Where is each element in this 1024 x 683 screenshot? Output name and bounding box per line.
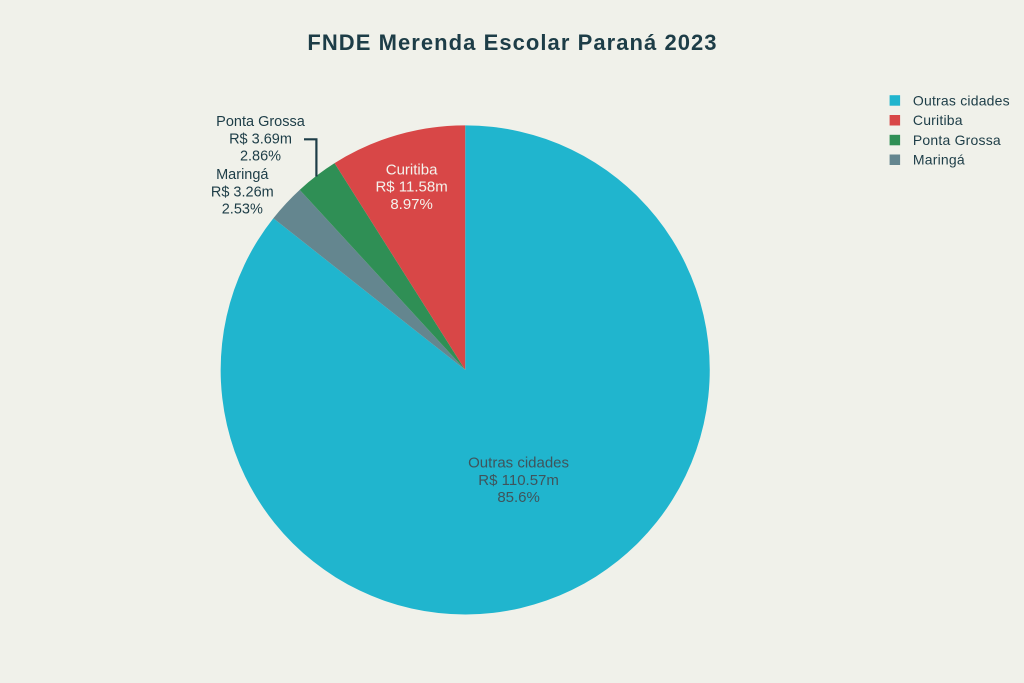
- svg-text:2.53%: 2.53%: [222, 202, 263, 218]
- svg-text:Outras cidades: Outras cidades: [468, 455, 569, 472]
- svg-text:R$ 3.26m: R$ 3.26m: [211, 184, 274, 200]
- svg-text:Maringá: Maringá: [216, 167, 269, 183]
- svg-text:Ponta Grossa: Ponta Grossa: [913, 132, 1001, 148]
- svg-text:85.6%: 85.6%: [497, 489, 540, 506]
- svg-text:Curitiba: Curitiba: [386, 161, 438, 178]
- svg-text:R$ 11.58m: R$ 11.58m: [375, 179, 447, 196]
- svg-text:2.86%: 2.86%: [240, 149, 281, 165]
- svg-text:Maringá: Maringá: [913, 152, 965, 168]
- svg-text:Curitiba: Curitiba: [913, 112, 963, 128]
- svg-text:FNDE Merenda Escolar Paraná 20: FNDE Merenda Escolar Paraná 2023: [307, 30, 717, 55]
- svg-text:R$ 3.69m: R$ 3.69m: [229, 131, 292, 147]
- svg-text:Ponta Grossa: Ponta Grossa: [216, 114, 306, 130]
- svg-text:8.97%: 8.97%: [390, 196, 433, 213]
- svg-text:R$ 110.57m: R$ 110.57m: [478, 472, 559, 489]
- svg-text:Outras cidades: Outras cidades: [913, 92, 1010, 108]
